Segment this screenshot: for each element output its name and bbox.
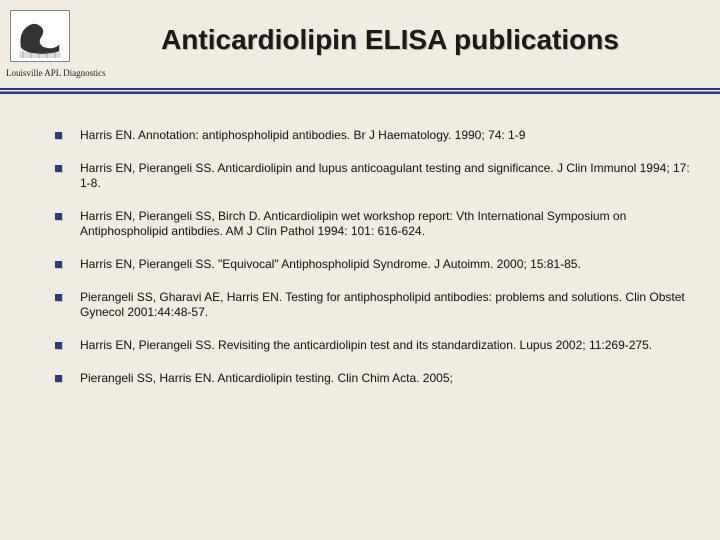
bullet-icon [55, 261, 62, 268]
list-item: Pierangeli SS, Harris EN. Anticardiolipi… [55, 371, 690, 386]
bullet-icon [55, 342, 62, 349]
publication-text: Pierangeli SS, Gharavi AE, Harris EN. Te… [80, 290, 690, 320]
list-item: Harris EN. Annotation: antiphospholipid … [55, 128, 690, 143]
organization-label: Louisville APL Diagnostics [6, 68, 720, 78]
list-item: Harris EN, Pierangeli SS. "Equivocal" An… [55, 257, 690, 272]
bullet-icon [55, 294, 62, 301]
publication-text: Harris EN, Pierangeli SS. Anticardiolipi… [80, 161, 690, 191]
header-divider [0, 88, 720, 94]
list-item: Pierangeli SS, Gharavi AE, Harris EN. Te… [55, 290, 690, 320]
publication-text: Pierangeli SS, Harris EN. Anticardiolipi… [80, 371, 453, 386]
publication-text: Harris EN. Annotation: antiphospholipid … [80, 128, 525, 143]
bullet-icon [55, 213, 62, 220]
swan-logo [10, 10, 70, 62]
list-item: Harris EN, Pierangeli SS, Birch D. Antic… [55, 209, 690, 239]
bullet-icon [55, 375, 62, 382]
publication-list: Harris EN. Annotation: antiphospholipid … [0, 100, 720, 386]
swan-icon [13, 13, 67, 59]
publication-text: Harris EN, Pierangeli SS. Revisiting the… [80, 338, 652, 353]
bullet-icon [55, 165, 62, 172]
page-title: Anticardiolipin ELISA publications [70, 16, 710, 66]
list-item: Harris EN, Pierangeli SS. Anticardiolipi… [55, 161, 690, 191]
publication-text: Harris EN, Pierangeli SS, Birch D. Antic… [80, 209, 690, 239]
publication-text: Harris EN, Pierangeli SS. "Equivocal" An… [80, 257, 581, 272]
list-item: Harris EN, Pierangeli SS. Revisiting the… [55, 338, 690, 353]
header: Anticardiolipin ELISA publications Louis… [0, 0, 720, 100]
bullet-icon [55, 132, 62, 139]
